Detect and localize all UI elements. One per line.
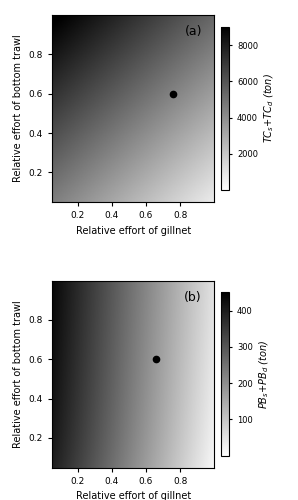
- Y-axis label: $PB_s$+$PB_d$ (ton): $PB_s$+$PB_d$ (ton): [257, 340, 271, 408]
- Y-axis label: $TC_s$+$TC_d$ (ton): $TC_s$+$TC_d$ (ton): [263, 74, 276, 144]
- X-axis label: Relative effort of gillnet: Relative effort of gillnet: [76, 491, 191, 500]
- Y-axis label: Relative effort of bottom trawl: Relative effort of bottom trawl: [13, 34, 23, 182]
- Text: (b): (b): [184, 291, 202, 304]
- Y-axis label: Relative effort of bottom trawl: Relative effort of bottom trawl: [13, 300, 23, 448]
- X-axis label: Relative effort of gillnet: Relative effort of gillnet: [76, 226, 191, 235]
- Text: (a): (a): [184, 26, 202, 38]
